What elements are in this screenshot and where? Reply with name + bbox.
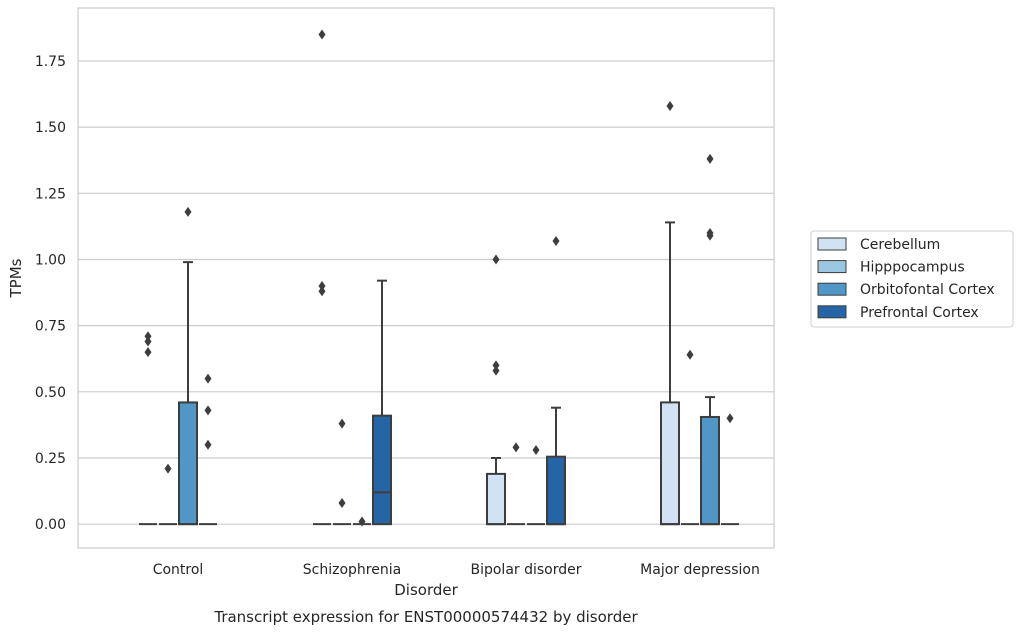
outlier-point — [552, 235, 560, 246]
y-tick-label: 1.50 — [35, 120, 66, 136]
outlier-point — [358, 516, 366, 527]
outlier-point — [512, 442, 520, 453]
outlier-point — [666, 100, 674, 111]
box-orbitofontal-cortex — [527, 445, 545, 526]
outlier-point — [532, 445, 540, 456]
outlier-point — [338, 418, 346, 429]
y-tick-label: 0.50 — [35, 385, 66, 401]
outlier-point — [164, 463, 172, 474]
box-orbitofontal-cortex — [353, 516, 371, 527]
legend-swatch — [817, 237, 847, 251]
box-body — [660, 401, 680, 526]
outlier-point — [492, 254, 500, 265]
box-hipppocampus — [333, 418, 351, 526]
box-cerebellum — [313, 29, 331, 526]
outlier-point — [144, 336, 152, 347]
x-axis-ticks: Control Schizophrenia Bipolar disorder Majo… — [153, 562, 760, 578]
y-tick-label: 1.00 — [35, 252, 66, 268]
y-tick-label: 0.00 — [35, 517, 66, 533]
outlier-point — [204, 439, 212, 450]
legend-label: Cerebellum — [860, 237, 940, 253]
legend-label: Hipppocampus — [860, 260, 965, 276]
x-tick-label: Bipolar disorder — [470, 562, 581, 578]
box-body — [546, 455, 566, 526]
x-tick-label: Schizophrenia — [303, 562, 401, 578]
outlier-point — [492, 360, 500, 371]
box-hipppocampus — [681, 349, 699, 526]
box-cerebellum — [139, 331, 157, 526]
legend-label: Prefrontal Cortex — [860, 305, 979, 321]
outlier-point — [318, 280, 326, 291]
y-axis-ticks: 0.00 0.25 0.50 0.75 1.00 1.25 1.50 1.75 — [35, 54, 66, 533]
box-cerebellum — [486, 254, 506, 526]
box-body — [178, 401, 198, 526]
legend-swatch — [817, 305, 847, 319]
outlier-point — [706, 228, 714, 238]
legend-swatch — [817, 282, 847, 296]
x-tick-label: Major depression — [640, 562, 760, 578]
box-body — [486, 472, 506, 526]
legend: Cerebellum Hipppocampus Orbitofontal Corte… — [810, 230, 1014, 328]
outlier-point — [204, 405, 212, 416]
outlier-point — [706, 153, 714, 164]
box-prefrontal-cortex — [721, 413, 739, 526]
outlier-point — [318, 286, 326, 297]
outlier-point — [204, 373, 212, 384]
outlier-point — [492, 365, 500, 376]
outlier-point — [726, 413, 734, 424]
box-prefrontal-cortex — [546, 235, 566, 526]
box-orbitofontal-cortex — [700, 153, 720, 526]
legend-frame — [810, 230, 1014, 328]
box-series — [139, 29, 739, 527]
box-prefrontal-cortex — [199, 373, 217, 526]
y-tick-label: 1.75 — [35, 54, 66, 70]
box-hipppocampus — [159, 463, 177, 526]
x-axis-label: Disorder — [394, 581, 458, 599]
box-prefrontal-cortex — [372, 279, 392, 526]
outlier-point — [144, 347, 152, 358]
legend-label: Orbitofontal Cortex — [860, 282, 995, 298]
outlier-point — [184, 206, 192, 217]
y-tick-label: 0.25 — [35, 451, 66, 467]
box-hipppocampus — [507, 442, 525, 526]
legend-swatch — [817, 260, 847, 274]
outlier-point — [686, 349, 694, 360]
y-axis-label: TPMs — [7, 258, 25, 298]
outlier-point — [144, 331, 152, 342]
box-cerebellum — [660, 100, 680, 526]
box-orbitofontal-cortex — [178, 206, 198, 526]
outlier-point — [338, 498, 346, 508]
chart-caption: Transcript expression for ENST0000057443… — [213, 608, 638, 626]
y-tick-label: 1.25 — [35, 186, 66, 202]
outlier-point — [318, 29, 326, 40]
box-body — [372, 414, 392, 526]
x-tick-label: Control — [153, 562, 204, 578]
y-tick-label: 0.75 — [35, 319, 66, 335]
box-body — [700, 415, 720, 526]
